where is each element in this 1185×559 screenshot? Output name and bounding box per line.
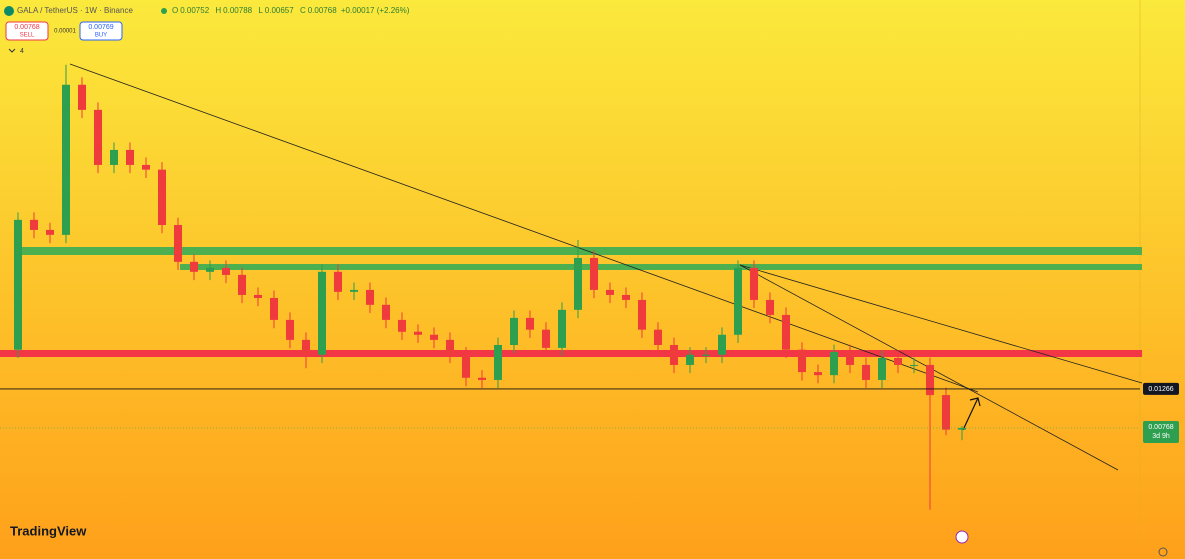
h-value: 0.00788 [223, 6, 252, 15]
candle-body [142, 164, 150, 170]
candle-body [510, 317, 518, 345]
buy-price[interactable]: 0.00769 [88, 24, 113, 31]
candle-body [862, 364, 870, 380]
candle-body [830, 351, 838, 376]
candle-body [158, 169, 166, 225]
candle-body [318, 271, 326, 355]
level-label-bg [1143, 382, 1179, 395]
candle-body [734, 267, 742, 335]
h-label: H [215, 6, 221, 15]
buy-button[interactable] [79, 21, 123, 41]
candle-body [894, 357, 902, 365]
candle-body [910, 364, 918, 366]
candle-body [702, 354, 710, 356]
collapse-icon[interactable] [8, 48, 16, 53]
symbol-icon [4, 6, 14, 16]
candle-body [718, 334, 726, 355]
candle-body [94, 109, 102, 165]
candle-body [334, 271, 342, 292]
price-label: 0.00768 [1148, 424, 1173, 431]
support-zone [180, 264, 1142, 270]
buy-label[interactable]: BUY [95, 33, 107, 39]
event-icon[interactable] [955, 530, 969, 544]
support-zone [20, 247, 1142, 255]
candle-body [606, 289, 614, 295]
spread: 0.00001 [54, 29, 76, 35]
status-dot [161, 8, 167, 14]
candle-body [766, 299, 774, 315]
price-label-bg [1143, 420, 1179, 443]
ohlc: O 0.00752 H 0.00788 L 0.00657 C 0.00768 +0.0… [172, 6, 410, 15]
arrow [962, 397, 981, 431]
o-value: 0.00752 [180, 6, 209, 15]
sell-price[interactable]: 0.00768 [14, 24, 39, 31]
candle-body [14, 219, 22, 350]
candle-body [622, 294, 630, 300]
brand: TradingView [10, 523, 87, 538]
candle-body [782, 314, 790, 350]
candle-body [414, 331, 422, 335]
candle-body [526, 317, 534, 330]
candle-body [686, 354, 694, 365]
resistance-zone [0, 350, 1142, 357]
candle-body [382, 304, 390, 320]
candle-body [206, 267, 214, 272]
c-label: C [300, 6, 306, 15]
candle-body [542, 329, 550, 348]
candle-body [926, 364, 934, 396]
candle-body [670, 344, 678, 365]
candle-body [558, 309, 566, 348]
candle-body [270, 297, 278, 320]
candle-body [750, 267, 758, 300]
chart-title: GALA / TetherUS · 1W · Binance [17, 6, 133, 15]
candle-body [798, 349, 806, 373]
change: +0.00017 (+2.26%) [341, 6, 410, 15]
candle-body [286, 319, 294, 340]
candle-body [398, 319, 406, 332]
candle-body [126, 149, 134, 165]
sell-label[interactable]: SELL [20, 33, 35, 39]
candle-body [190, 261, 198, 272]
candle-body [302, 339, 310, 355]
candle-body [846, 351, 854, 365]
candles [14, 64, 966, 510]
candle-body [366, 289, 374, 305]
l-label: L [258, 6, 263, 15]
candle-body [62, 84, 70, 235]
candle-body [462, 354, 470, 378]
candle-body [638, 299, 646, 330]
candle-body [814, 372, 822, 376]
trend-line [739, 264, 1143, 384]
candle-body [574, 257, 582, 310]
candle-body [30, 219, 38, 230]
candle-body [654, 329, 662, 345]
candle-body [494, 344, 502, 380]
candle-body [174, 224, 182, 262]
l-value: 0.00657 [265, 6, 294, 15]
candle-body [942, 395, 950, 430]
countdown: 3d 9h [1152, 433, 1170, 440]
candle-body [254, 294, 262, 298]
candle-body [958, 427, 966, 430]
candle-body [46, 229, 54, 235]
candle-body [590, 257, 598, 290]
settings-icon[interactable] [1158, 547, 1168, 557]
candle-body [78, 84, 86, 110]
sell-button[interactable] [5, 21, 49, 41]
candle-body [430, 334, 438, 340]
candle-body [446, 339, 454, 355]
level-label: 0.01266 [1148, 386, 1173, 393]
candle-body [238, 274, 246, 295]
candle-body [350, 289, 358, 292]
indicator-count[interactable]: 4 [20, 48, 24, 55]
candle-body [478, 377, 486, 380]
candle-body [878, 357, 886, 380]
o-label: O [172, 6, 178, 15]
c-value: 0.00768 [308, 6, 337, 15]
trend-line [69, 63, 979, 393]
candle-body [110, 149, 118, 165]
candle-body [222, 267, 230, 275]
